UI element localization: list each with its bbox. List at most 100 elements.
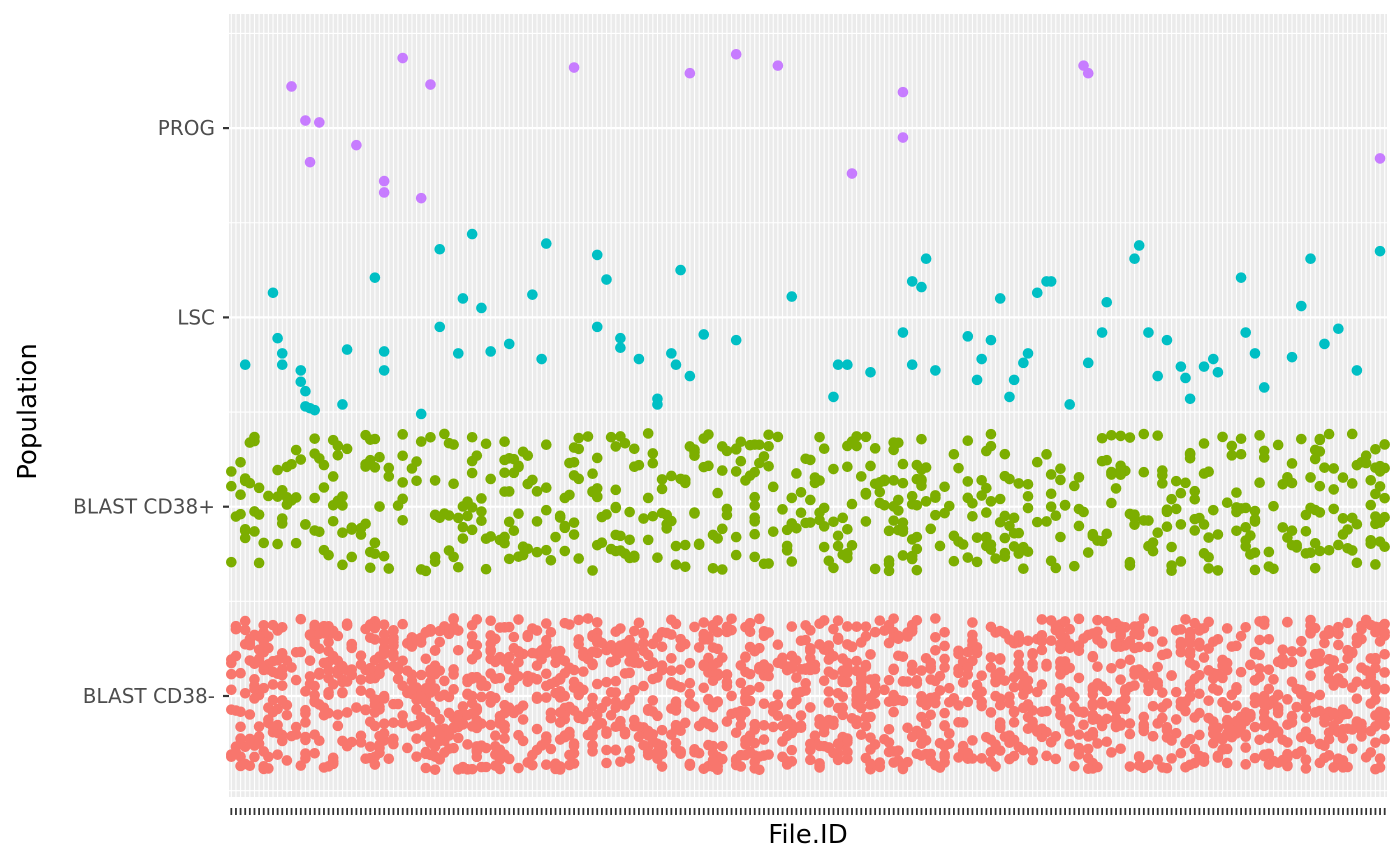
point-blast-cd38	[587, 700, 598, 712]
point-blast-cd38	[883, 674, 895, 686]
point-blast-cd38	[383, 753, 395, 765]
point-blast-cd38	[1050, 510, 1062, 522]
point-blast-cd38	[244, 760, 256, 772]
point-blast-cd38	[1004, 520, 1015, 532]
point-blast-cd38	[327, 758, 339, 770]
point-lsc	[1240, 327, 1252, 338]
point-blast-cd38	[1374, 753, 1386, 764]
point-blast-cd38	[1356, 721, 1367, 733]
point-blast-cd38	[1305, 614, 1316, 626]
point-blast-cd38	[1124, 728, 1136, 740]
point-blast-cd38	[582, 431, 594, 442]
point-blast-cd38	[717, 465, 728, 476]
point-blast-cd38	[429, 764, 441, 775]
point-blast-cd38	[610, 744, 622, 756]
point-blast-cd38	[503, 702, 515, 713]
point-blast-cd38	[420, 627, 432, 638]
point-blast-cd38	[601, 676, 612, 688]
point-blast-cd38	[276, 648, 288, 659]
point-lsc	[337, 399, 348, 410]
point-prog	[897, 132, 909, 143]
point-blast-cd38	[916, 728, 927, 740]
point-blast-cd38	[1041, 658, 1052, 670]
point-lsc	[906, 276, 918, 287]
point-blast-cd38	[267, 694, 279, 706]
point-blast-cd38	[1036, 679, 1048, 690]
point-blast-cd38	[1263, 683, 1275, 695]
point-blast-cd38	[818, 541, 830, 553]
point-blast-cd38	[1045, 488, 1057, 500]
point-blast-cd38	[638, 740, 649, 751]
point-blast-cd38	[1087, 700, 1099, 712]
point-blast-cd38	[235, 721, 246, 733]
point-blast-cd38	[258, 537, 270, 549]
point-blast-cd38	[1115, 430, 1126, 442]
point-blast-cd38	[707, 529, 719, 541]
point-blast-cd38	[513, 460, 524, 472]
point-blast-cd38	[448, 684, 459, 695]
point-blast-cd38	[1254, 663, 1265, 674]
point-blast-cd38	[985, 652, 997, 663]
point-blast-cd38	[1096, 696, 1108, 708]
point-blast-cd38	[1258, 619, 1270, 630]
point-lsc	[1022, 348, 1034, 359]
point-prog	[897, 86, 909, 98]
point-blast-cd38	[235, 457, 246, 468]
point-blast-cd38	[1175, 624, 1187, 635]
point-blast-cd38	[1073, 706, 1085, 718]
point-blast-cd38	[309, 448, 320, 459]
point-blast-cd38	[883, 619, 895, 631]
point-blast-cd38	[466, 673, 478, 685]
point-blast-cd38	[369, 694, 381, 705]
point-blast-cd38	[805, 744, 816, 756]
point-lsc	[503, 338, 515, 350]
point-blast-cd38	[842, 461, 853, 473]
point-blast-cd38	[772, 689, 784, 701]
point-blast-cd38	[1356, 731, 1367, 742]
point-blast-cd38	[1342, 761, 1353, 773]
point-blast-cd38	[818, 521, 830, 532]
point-blast-cd38	[517, 549, 529, 561]
point-blast-cd38	[1092, 713, 1103, 725]
point-blast-cd38	[378, 645, 390, 657]
point-blast-cd38	[712, 487, 723, 499]
point-blast-cd38	[916, 433, 927, 445]
point-blast-cd38	[740, 739, 751, 750]
point-blast-cd38	[703, 429, 714, 440]
point-blast-cd38	[1254, 671, 1265, 683]
point-blast-cd38	[1008, 706, 1020, 718]
point-blast-cd38	[930, 509, 941, 521]
point-blast-cd38	[1106, 622, 1117, 634]
point-blast-cd38	[1157, 636, 1168, 647]
point-blast-cd38	[675, 473, 686, 485]
point-blast-cd38	[888, 475, 899, 486]
point-blast-cd38	[1309, 537, 1321, 549]
point-blast-cd38	[1087, 684, 1099, 696]
point-blast-cd38	[837, 653, 849, 664]
point-blast-cd38	[476, 515, 487, 527]
point-blast-cd38	[943, 728, 955, 739]
point-blast-cd38	[378, 629, 390, 640]
point-blast-cd38	[888, 695, 899, 707]
point-lsc	[1208, 353, 1219, 365]
point-blast-cd38	[985, 428, 997, 440]
point-blast-cd38	[1379, 511, 1390, 523]
point-blast-cd38	[930, 490, 941, 501]
point-lsc	[1184, 393, 1196, 405]
point-blast-cd38	[383, 563, 395, 574]
point-lsc	[615, 332, 626, 344]
point-blast-cd38	[1319, 637, 1330, 649]
point-blast-cd38	[272, 491, 283, 502]
point-blast-cd38	[805, 702, 816, 713]
point-blast-cd38	[1249, 646, 1261, 658]
point-blast-cd38	[1258, 445, 1270, 457]
point-blast-cd38	[1221, 702, 1233, 714]
point-blast-cd38	[1337, 513, 1349, 524]
point-blast-cd38	[327, 625, 339, 637]
point-blast-cd38	[730, 466, 742, 477]
point-blast-cd38	[1235, 448, 1247, 460]
point-blast-cd38	[994, 673, 1006, 685]
point-blast-cd38	[1365, 698, 1377, 709]
point-blast-cd38	[239, 532, 251, 544]
point-blast-cd38	[647, 457, 659, 469]
